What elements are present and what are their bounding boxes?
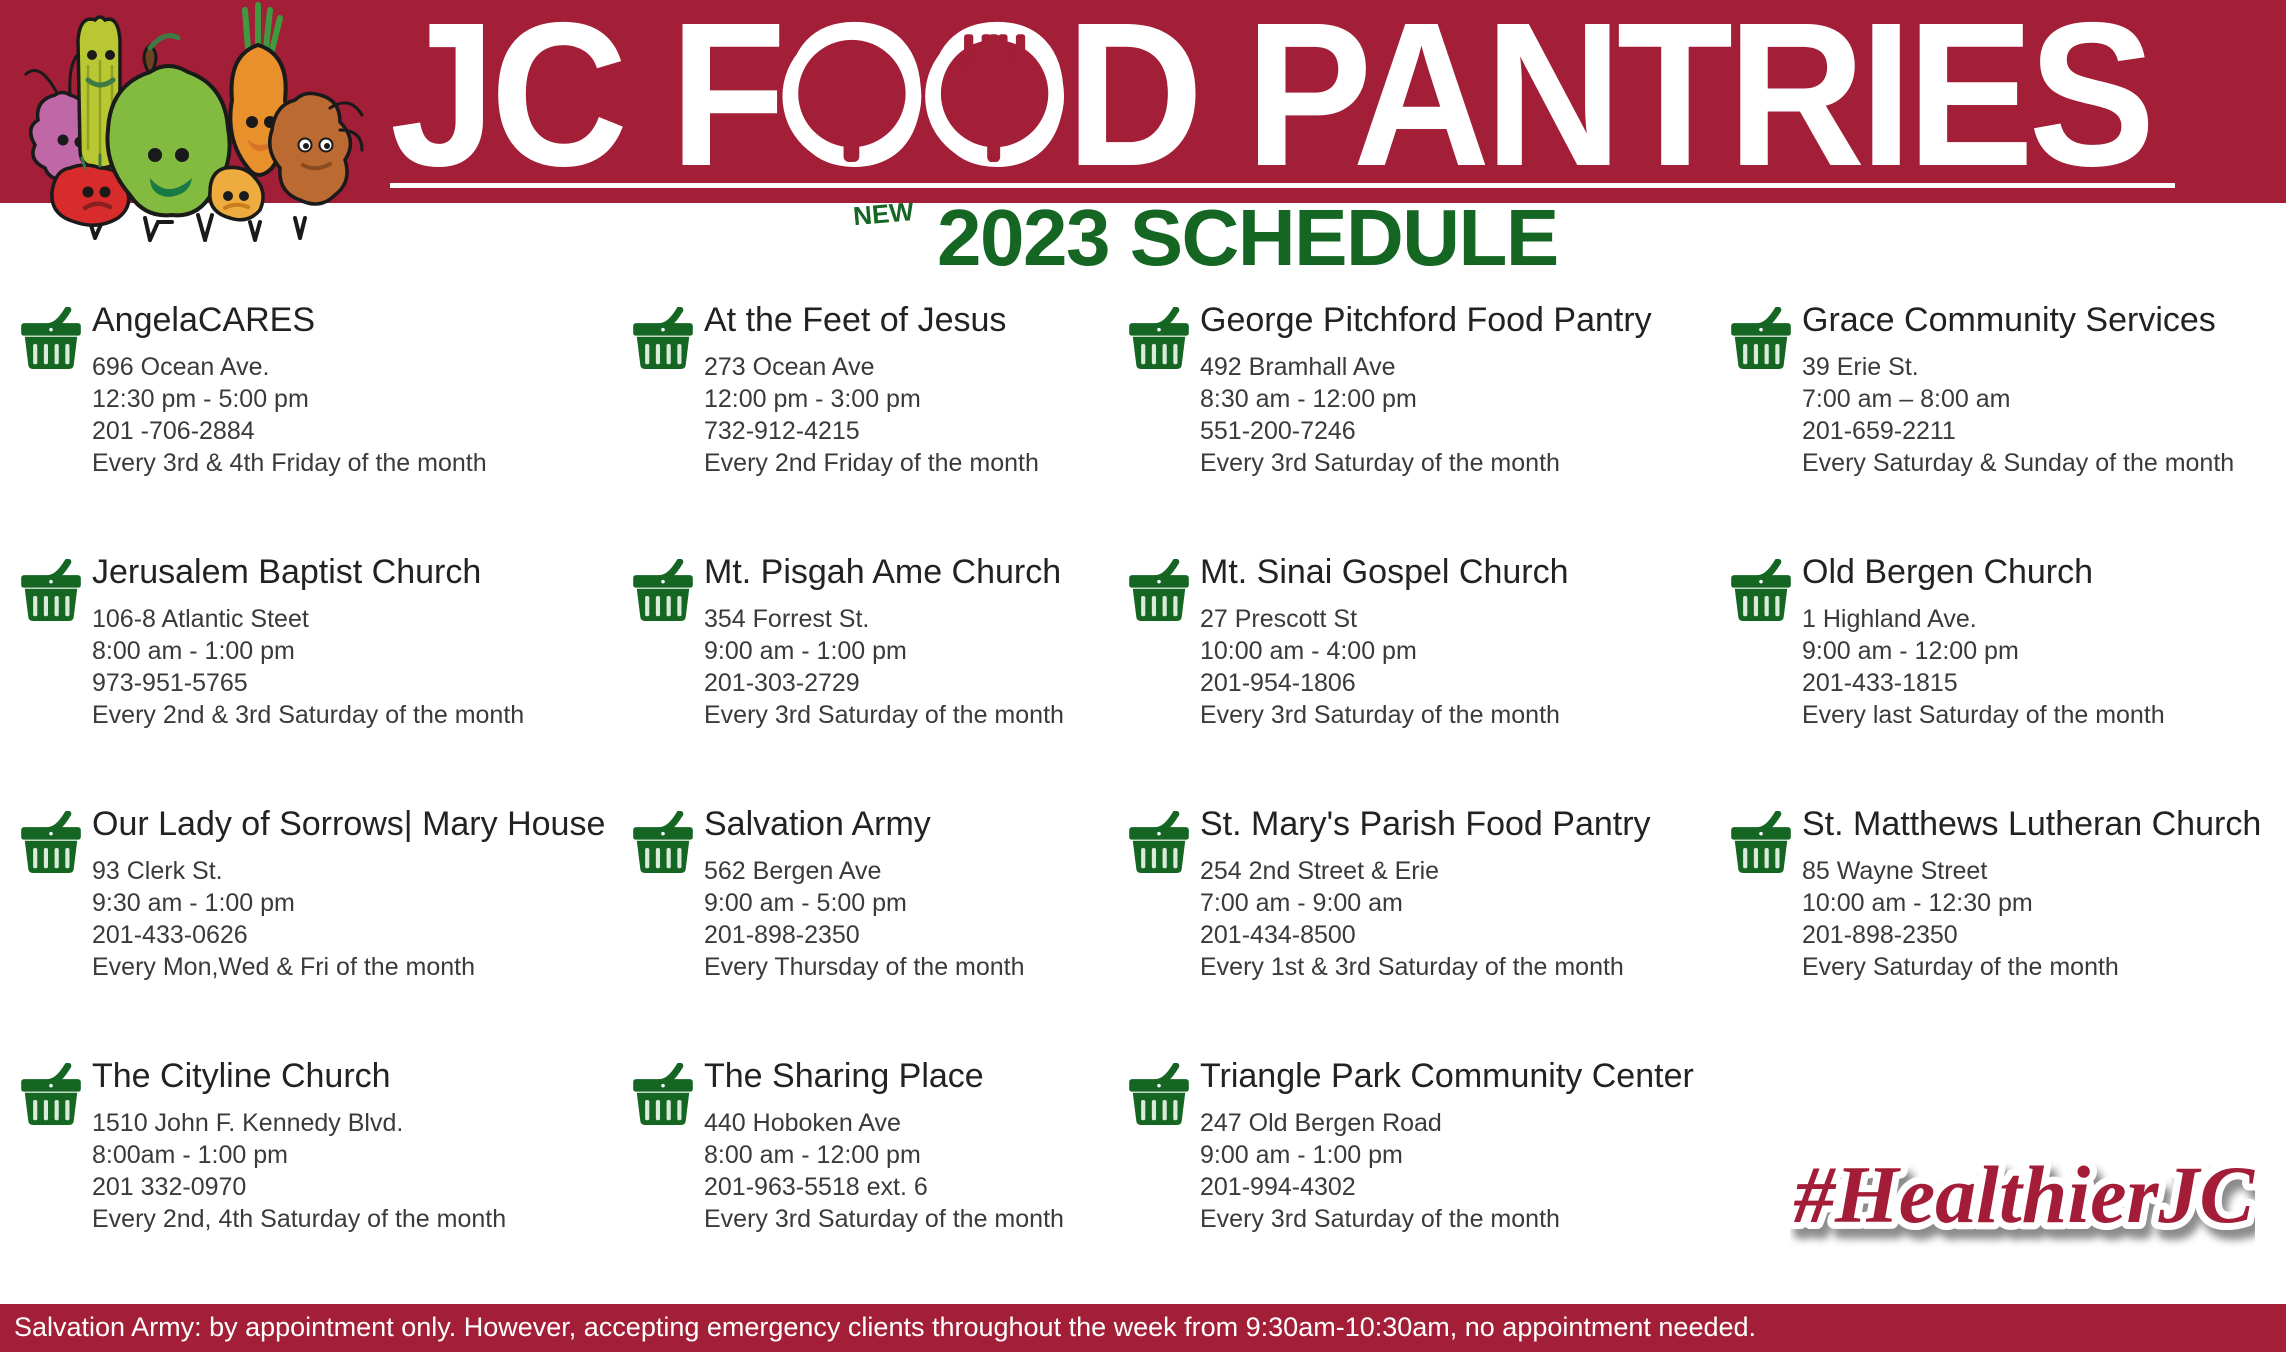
svg-text:NEW: NEW (852, 196, 916, 231)
svg-text:#HealthierJC: #HealthierJC (1793, 1149, 2255, 1240)
svg-text:JC FOOD PANTRIES: JC FOOD PANTRIES (390, 0, 2150, 203)
